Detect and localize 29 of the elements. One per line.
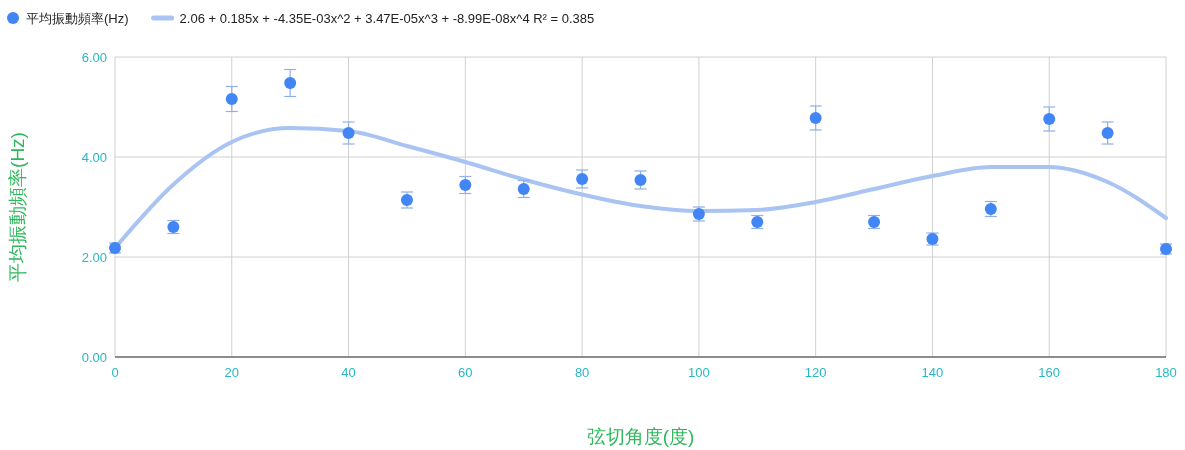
y-tick-label: 4.00	[81, 149, 107, 165]
y-tick-label: 0.00	[81, 349, 107, 365]
legend-label: 平均振動頻率(Hz)	[26, 10, 129, 26]
x-tick-label: 160	[1038, 365, 1061, 380]
x-tick-label: 80	[574, 365, 590, 380]
point	[576, 173, 589, 185]
point	[342, 127, 355, 139]
x-tick-label: 20	[224, 365, 240, 380]
point	[459, 179, 472, 191]
y-tick-label: 2.00	[81, 249, 107, 265]
point	[809, 112, 822, 124]
point	[225, 93, 238, 105]
x-tick-label: 40	[341, 365, 356, 380]
y-tick-label: 6.00	[81, 49, 107, 65]
x-tick-label: 180	[1155, 365, 1177, 380]
point	[1043, 113, 1056, 125]
x-tick-label: 140	[921, 365, 944, 380]
x-axis-title: 弦切角度(度)	[586, 426, 695, 447]
y-axis-title: 平均振動頻率(Hz)	[7, 132, 28, 282]
x-tick-label: 60	[458, 365, 473, 380]
point	[517, 183, 530, 195]
point	[109, 242, 121, 254]
point	[284, 77, 297, 89]
x-tick-label: 100	[688, 365, 710, 380]
point	[1101, 127, 1114, 139]
point	[634, 174, 647, 186]
x-tick-label: 0	[111, 365, 119, 380]
x-tick-label: 120	[804, 365, 827, 380]
legend-label: 2.06 + 0.185x + -4.35E-03x^2 + 3.47E-05x^3 + -8.99E-08x^4 R² = 0.385	[179, 10, 595, 26]
